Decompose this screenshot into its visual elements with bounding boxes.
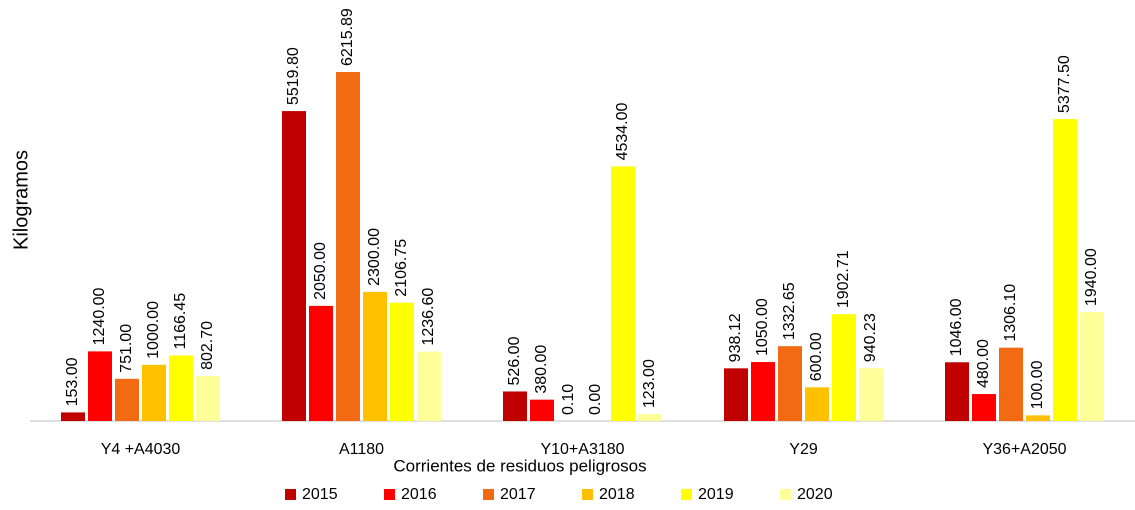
y-axis-label: Kilogramos: [10, 150, 32, 250]
bar: [1080, 312, 1104, 421]
value-label: 4534.00: [614, 102, 631, 160]
x-axis-label: Corrientes de residuos peligrosos: [393, 456, 646, 475]
bar: [945, 362, 969, 421]
bar: [363, 291, 387, 421]
bar: [1053, 119, 1077, 421]
value-label: 1050.00: [754, 298, 771, 356]
bar: [611, 166, 635, 421]
value-label: 940.23: [862, 313, 879, 362]
value-label: 100.00: [1029, 360, 1046, 409]
bar: [503, 391, 527, 421]
legend-label: 2017: [500, 486, 536, 503]
value-label: 751.00: [118, 324, 135, 373]
value-label: 2106.75: [393, 239, 410, 297]
value-label: 1902.71: [835, 250, 852, 308]
value-label: 1166.45: [172, 293, 189, 350]
bar: [724, 368, 748, 421]
value-label: 1046.00: [948, 298, 965, 356]
bar: [972, 394, 996, 421]
value-label: 1240.00: [91, 287, 108, 345]
bar: [196, 375, 220, 421]
legend-swatch: [582, 489, 593, 500]
legend-label: 2019: [698, 486, 734, 503]
bar: [390, 302, 414, 421]
x-tick-label: Y36+A2050: [982, 441, 1066, 458]
bar: [832, 314, 856, 421]
legend-swatch: [483, 489, 494, 500]
value-label: 6215.89: [339, 8, 356, 66]
bar: [336, 72, 360, 421]
legend-label: 2020: [797, 486, 833, 503]
bar: [751, 362, 775, 421]
bar: [778, 346, 802, 421]
value-label: 1940.00: [1083, 248, 1100, 306]
value-label: 1306.10: [1002, 284, 1019, 342]
bar: [638, 414, 662, 421]
value-label: 938.12: [727, 313, 744, 362]
bar: [530, 399, 554, 421]
x-tick-label: A1180: [339, 441, 384, 458]
legend-label: 2018: [599, 486, 635, 503]
value-label: 0.10: [560, 384, 577, 415]
x-tick-label: Y4 +A4030: [101, 441, 181, 458]
legend-swatch: [780, 489, 791, 500]
value-label: 2050.00: [312, 242, 329, 300]
x-tick-label: Y10+A3180: [540, 441, 624, 458]
value-label: 2300.00: [366, 228, 383, 286]
value-label: 153.00: [64, 357, 81, 406]
legend-swatch: [384, 489, 395, 500]
bar: [859, 368, 883, 421]
legend-swatch: [285, 489, 296, 500]
value-label: 1236.60: [420, 288, 437, 346]
value-label: 5377.50: [1056, 55, 1073, 113]
bar: [61, 412, 85, 421]
legend-swatch: [681, 489, 692, 500]
value-label: 1332.65: [781, 282, 798, 340]
bar: [805, 387, 829, 421]
bar: [142, 364, 166, 421]
bar: [169, 355, 193, 421]
value-label: 0.00: [587, 384, 604, 415]
value-label: 1000.00: [145, 301, 162, 359]
legend-label: 2015: [302, 486, 338, 503]
bar: [88, 351, 112, 421]
bar: [282, 111, 306, 422]
value-label: 123.00: [641, 359, 658, 408]
value-label: 802.70: [199, 321, 216, 370]
value-label: 5519.80: [285, 47, 302, 105]
legend-label: 2016: [401, 486, 437, 503]
x-tick-label: Y29: [789, 441, 818, 458]
value-label: 380.00: [533, 345, 550, 394]
bar: [115, 378, 139, 421]
value-label: 526.00: [506, 336, 523, 385]
bar: [999, 347, 1023, 421]
bar: [417, 351, 441, 421]
value-label: 480.00: [975, 339, 992, 388]
value-label: 600.00: [808, 332, 825, 381]
bar: [1026, 415, 1050, 421]
bar: [309, 305, 333, 421]
